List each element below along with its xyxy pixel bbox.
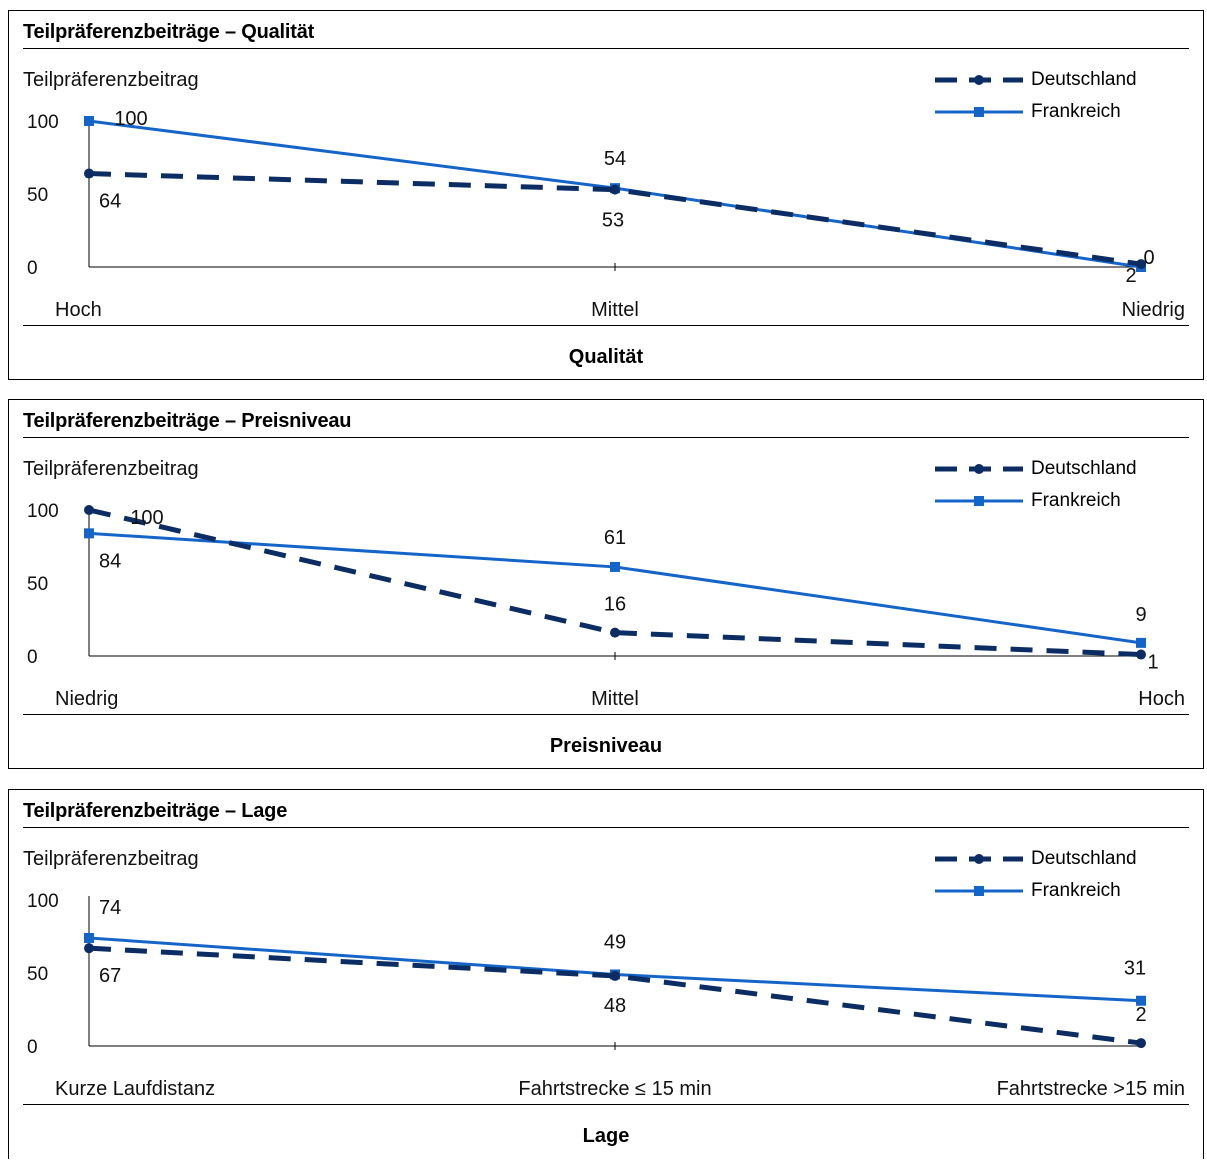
y-axis-label: Teilpräferenzbeitrag — [23, 458, 199, 480]
data-label-frankreich: 9 — [1135, 604, 1146, 626]
data-label-frankreich: 61 — [604, 527, 626, 549]
series-line-deutschland — [88, 945, 1142, 1046]
data-point-deutschland — [610, 627, 620, 638]
title-divider — [23, 827, 1189, 828]
category-divider — [23, 325, 1189, 326]
data-point-deutschland — [1136, 649, 1146, 660]
data-point-deutschland — [1136, 1038, 1146, 1049]
data-label-frankreich: 54 — [604, 148, 626, 170]
legend-item-frankreich: Frankreich — [933, 878, 1121, 904]
chart-title: Teilpräferenzbeiträge – Qualität — [23, 21, 315, 43]
x-axis-title: Lage — [582, 1125, 630, 1147]
y-axis-label: Teilpräferenzbeitrag — [23, 848, 199, 870]
y-tick-label: 100 — [27, 112, 59, 133]
data-label-deutschland: 53 — [602, 210, 624, 232]
data-point-frankreich — [1136, 637, 1146, 648]
legend-item-deutschland: Deutschland — [933, 846, 1137, 872]
data-label-deutschland: 67 — [99, 965, 121, 987]
chart-panel-preisniveau: Teilpräferenzbeiträge – Preisniveau Teil… — [8, 399, 1204, 769]
legend-label: Frankreich — [1031, 101, 1121, 122]
data-point-deutschland — [84, 505, 94, 515]
data-label-deutschland: 2 — [1125, 265, 1136, 287]
data-label-deutschland: 48 — [604, 995, 626, 1017]
legend-label: Deutschland — [1031, 458, 1137, 479]
data-label-deutschland: 2 — [1135, 1004, 1146, 1026]
data-point-frankreich — [1136, 995, 1146, 1006]
line-chart-qualitaet: 0 50 100 Hoch Mittel Niedrig 64 53 2 100 54 0 — [27, 108, 1185, 321]
data-label-frankreich: 49 — [604, 931, 626, 953]
x-tick-label: Fahrtstrecke ≤ 15 min — [518, 1078, 711, 1100]
data-point-deutschland — [610, 970, 620, 981]
data-point-frankreich — [84, 932, 94, 943]
data-label-frankreich: 100 — [114, 108, 147, 130]
x-tick-label: Niedrig — [1122, 299, 1185, 321]
data-label-frankreich: 0 — [1143, 247, 1154, 269]
line-chart-lage: 0 50 100 Kurze Laufdistanz Fahrtstrecke ≤ 15… — [27, 891, 1185, 1100]
data-label-deutschland: 1 — [1147, 652, 1158, 674]
legend-label: Frankreich — [1031, 490, 1121, 511]
data-label-frankreich: 31 — [1124, 958, 1146, 980]
x-tick-label: Mittel — [591, 299, 639, 321]
legend-swatch-deutschland — [935, 464, 1023, 474]
title-divider — [23, 437, 1189, 438]
chart-panel-lage: Teilpräferenzbeiträge – Lage Teilpräfere… — [8, 789, 1204, 1159]
x-axis-title: Preisniveau — [549, 735, 663, 757]
x-tick-label: Niedrig — [55, 688, 118, 710]
data-point-frankreich — [610, 561, 620, 572]
y-tick-label: 0 — [27, 647, 38, 668]
legend-swatch-deutschland — [935, 854, 1023, 864]
series-line-deutschland — [88, 171, 1142, 267]
data-point-deutschland — [84, 168, 94, 179]
legend: Deutschland Frankreich — [933, 67, 1193, 127]
chart-title: Teilpräferenzbeiträge – Preisniveau — [23, 410, 352, 432]
y-tick-label: 100 — [27, 501, 59, 522]
y-tick-label: 0 — [27, 258, 38, 279]
legend-swatch-deutschland — [935, 75, 1023, 85]
title-divider — [23, 48, 1189, 49]
x-tick-label: Fahrtstrecke >15 min — [997, 1078, 1185, 1100]
legend-swatch-frankreich — [935, 107, 1023, 117]
x-tick-label: Kurze Laufdistanz — [55, 1078, 215, 1100]
legend-swatch-frankreich — [935, 496, 1023, 506]
x-axis-title: Qualität — [568, 346, 644, 368]
data-label-deutschland: 64 — [99, 191, 121, 213]
data-label-frankreich: 74 — [99, 897, 121, 919]
y-tick-label: 0 — [27, 1037, 38, 1058]
y-tick-label: 50 — [27, 185, 48, 206]
legend-item-frankreich: Frankreich — [933, 99, 1121, 125]
legend-item-frankreich: Frankreich — [933, 488, 1121, 514]
legend-label: Deutschland — [1031, 848, 1137, 869]
data-point-frankreich — [84, 528, 94, 539]
legend-label: Frankreich — [1031, 880, 1121, 901]
data-point-deutschland — [84, 943, 94, 954]
y-axis-label: Teilpräferenzbeitrag — [23, 69, 199, 91]
x-tick-label: Hoch — [55, 299, 102, 321]
y-tick-label: 50 — [27, 574, 48, 595]
line-chart-preisniveau: 0 50 100 Niedrig Mittel Hoch 100 16 1 84 61 9 — [27, 501, 1185, 710]
chart-title: Teilpräferenzbeiträge – Lage — [23, 800, 288, 822]
data-label-frankreich: 84 — [99, 550, 121, 572]
x-tick-label: Mittel — [591, 688, 639, 710]
legend-item-deutschland: Deutschland — [933, 67, 1137, 93]
data-point-frankreich — [84, 116, 94, 126]
data-point-deutschland — [610, 184, 620, 195]
data-label-deutschland: 100 — [130, 507, 163, 529]
legend: Deutschland Frankreich — [933, 456, 1193, 516]
legend: Deutschland Frankreich — [933, 846, 1193, 906]
data-label-deutschland: 16 — [604, 594, 626, 616]
legend-swatch-frankreich — [935, 886, 1023, 896]
legend-item-deutschland: Deutschland — [933, 456, 1137, 482]
category-divider — [23, 714, 1189, 715]
y-tick-label: 50 — [27, 964, 48, 985]
x-tick-label: Hoch — [1138, 688, 1185, 710]
data-point-deutschland — [1136, 259, 1146, 270]
y-tick-label: 100 — [27, 891, 59, 912]
chart-panel-qualitaet: Teilpräferenzbeiträge – Qualität Teilprä… — [8, 10, 1204, 380]
series-line-frankreich — [88, 531, 1142, 645]
legend-label: Deutschland — [1031, 69, 1137, 90]
category-divider — [23, 1104, 1189, 1105]
